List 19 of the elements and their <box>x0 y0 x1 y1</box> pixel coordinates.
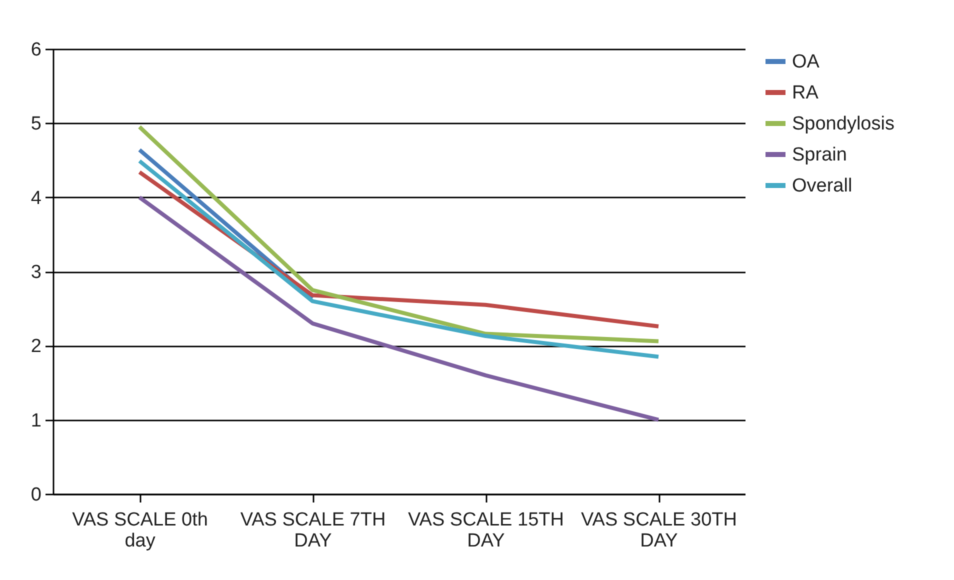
legend-label: OA <box>792 52 820 72</box>
x-tick-label: VAS SCALE 30TH DAY <box>581 510 737 552</box>
y-tick-label: 5 <box>30 114 42 135</box>
legend-label: RA <box>792 82 819 104</box>
line-series <box>138 124 660 344</box>
x-tick-label: VAS SCALE 0th day <box>72 510 208 552</box>
y-tick-label: 1 <box>30 410 42 432</box>
y-tick-label: 3 <box>30 262 42 283</box>
legend-label: Overall <box>792 176 852 196</box>
line-series <box>138 158 660 359</box>
line-series <box>138 195 660 422</box>
y-tick-label: 6 <box>30 40 42 60</box>
legend-label: Sprain <box>792 144 847 166</box>
y-tick-label: 0 <box>30 484 42 506</box>
y-tick-label: 2 <box>30 336 42 358</box>
x-tick-label: VAS SCALE 15TH DAY <box>408 510 564 552</box>
y-tick-label: 4 <box>30 188 42 209</box>
x-tick-label: VAS SCALE 7TH DAY <box>240 510 386 552</box>
legend-label: Spondylosis <box>792 114 894 134</box>
